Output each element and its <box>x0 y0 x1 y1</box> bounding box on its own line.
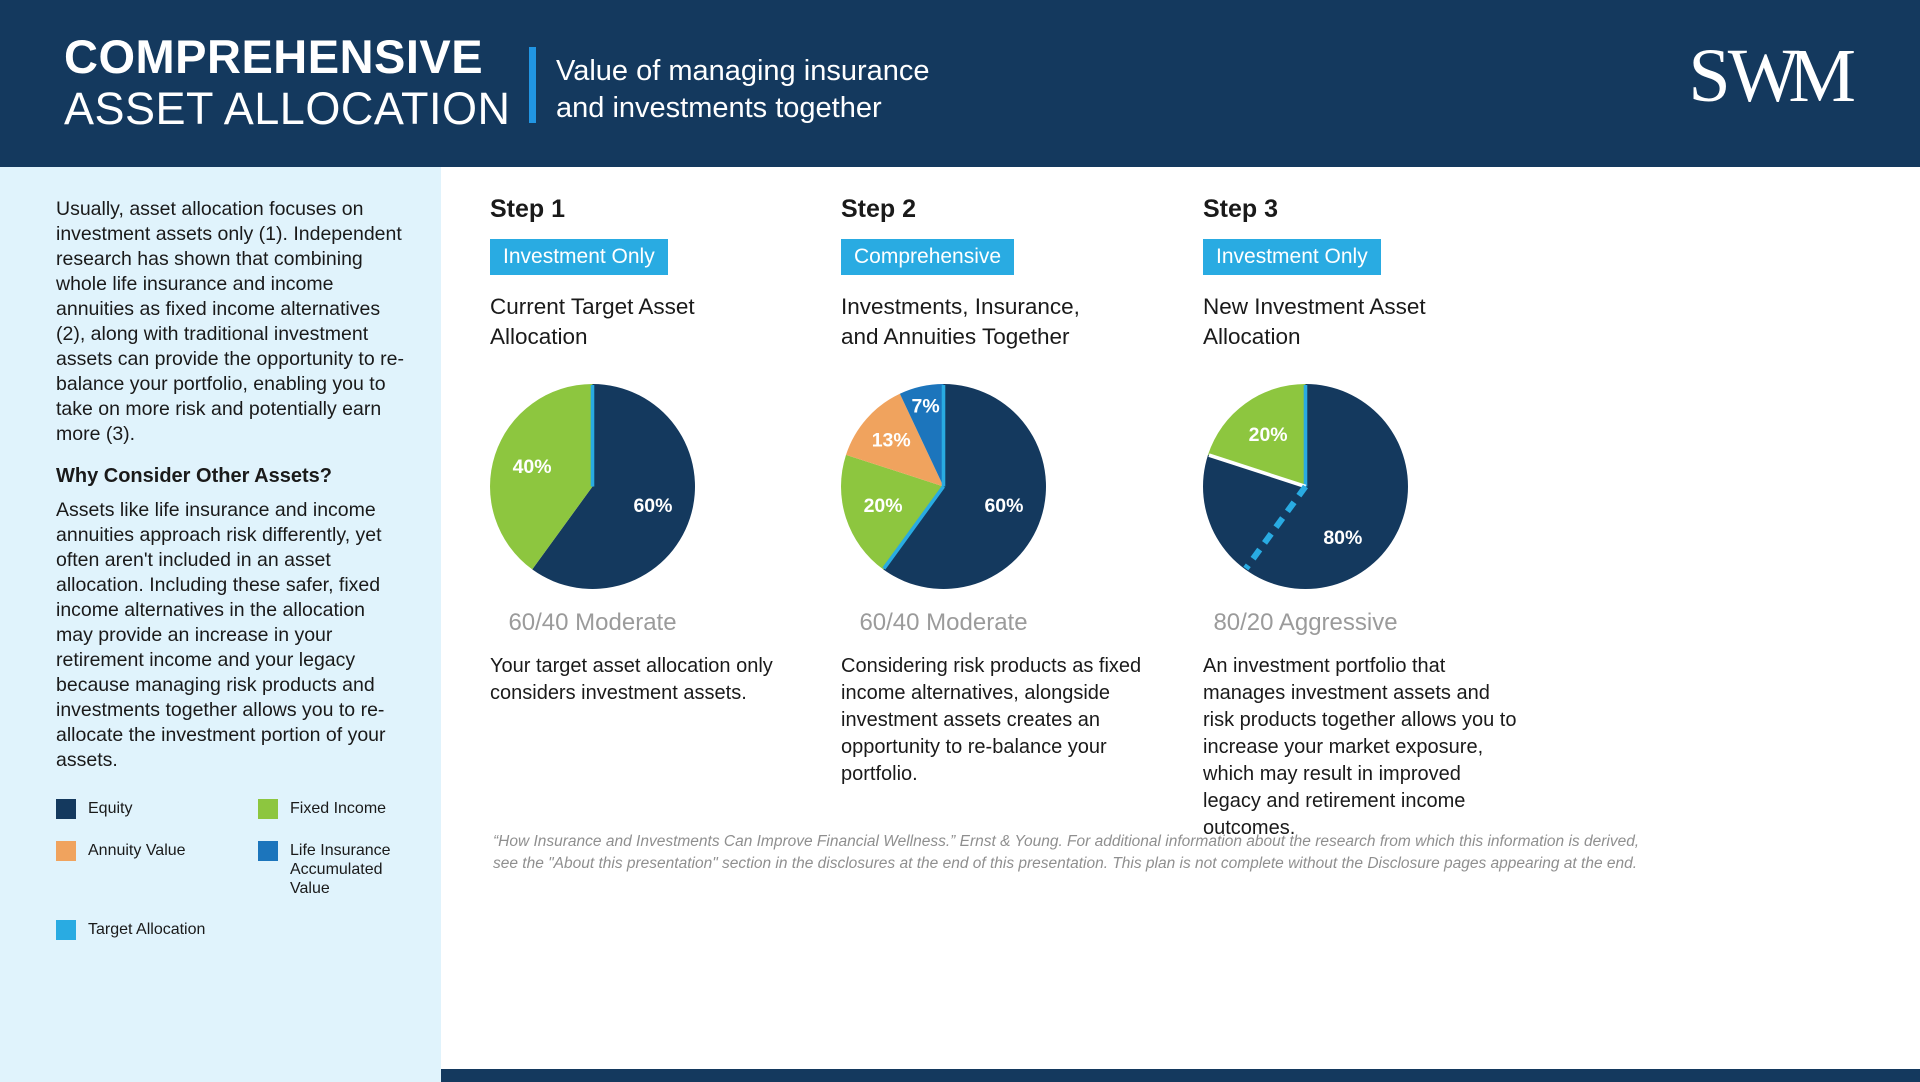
pie-chart-step-1: 60% 40% <box>490 384 695 589</box>
header: COMPREHENSIVE ASSET ALLOCATION Value of … <box>0 0 1920 167</box>
pie-slice-equity <box>532 384 695 589</box>
pie-data-label: 7% <box>912 395 940 417</box>
pie-data-label: 80% <box>1323 527 1362 549</box>
step-2-title: Investments, Insurance, and Annuities To… <box>841 294 1080 349</box>
step-2-description: Considering risk products as fixed incom… <box>841 655 1142 785</box>
subtitle-line-2: and investments together <box>556 92 882 124</box>
swm-monogram-logo: S W M <box>1688 26 1856 126</box>
pie-slice-life-insurance-accumulated-value <box>899 384 944 487</box>
sidebar-body-paragraph: Assets like life insurance and income an… <box>56 499 386 771</box>
pie-chart-step-3: 80% 20% <box>1203 384 1408 589</box>
step-3-column: Step 3 Investment Only New Investment As… <box>1203 167 1533 842</box>
previous-allocation-dashed-line <box>1243 484 1308 571</box>
legend-item-life-insurance: Life Insurance Accumulated Value <box>258 841 406 898</box>
step-3-description: An investment portfolio that manages inv… <box>1203 655 1517 839</box>
pie-data-label: 60% <box>633 495 672 517</box>
legend-item-fixed-income: Fixed Income <box>258 799 406 819</box>
logo-letter: M <box>1788 34 1856 118</box>
legend-label: Target Allocation <box>88 921 206 938</box>
step-1-label: Step 1 <box>490 195 566 223</box>
footnote-line-1: “How Insurance and Investments Can Impro… <box>493 833 1640 850</box>
legend-swatch-life-insurance <box>258 841 278 861</box>
step-3-label: Step 3 <box>1203 195 1279 223</box>
step-3-title: New Investment Asset Allocation <box>1203 294 1426 349</box>
pie-data-label: 20% <box>864 495 903 517</box>
logo-letter: W <box>1727 34 1800 118</box>
title-line-2: ASSET ALLOCATION <box>64 83 511 134</box>
step-1-column: Step 1 Investment Only Current Target As… <box>490 167 820 707</box>
step-2-column: Step 2 Comprehensive Investments, Insura… <box>841 167 1171 788</box>
legend: Equity Fixed Income Annuity Value Life I… <box>56 799 406 940</box>
legend-label: Fixed Income <box>290 800 387 817</box>
pie-slice-equity <box>883 384 1046 589</box>
legend-item-annuity-value: Annuity Value <box>56 841 258 898</box>
target-allocation-marker-line <box>882 485 945 570</box>
pie-data-label: 13% <box>872 429 911 451</box>
subtitle: Value of managing insurance and investme… <box>556 53 930 127</box>
title-line-1: COMPREHENSIVE <box>64 30 484 83</box>
step-2-badge: Comprehensive <box>841 239 1015 275</box>
step-1-description: Your target asset allocation only consid… <box>490 655 773 704</box>
pie-slice-fixed-income <box>841 454 944 570</box>
step-1-title: Current Target Asset Allocation <box>490 294 695 349</box>
main-area: Step 1 Investment Only Current Target As… <box>441 167 1920 1082</box>
footnote-line-2: see the "About this presentation" sectio… <box>493 855 1638 872</box>
step-2-allocation-caption: 60/40 Moderate <box>859 609 1028 636</box>
legend-item-target-allocation: Target Allocation <box>56 920 258 940</box>
legend-swatch-annuity-value <box>56 841 76 861</box>
sidebar: Usually, asset allocation focuses on inv… <box>0 167 441 1082</box>
slide-title: COMPREHENSIVE ASSET ALLOCATION <box>64 30 511 134</box>
legend-label: Annuity Value <box>88 842 186 859</box>
step-1-badge: Investment Only <box>490 239 668 275</box>
pie-slice-annuity-value <box>846 393 944 487</box>
legend-label: Equity <box>88 800 133 817</box>
footnote: “How Insurance and Investments Can Impro… <box>493 831 1673 875</box>
pie-data-label: 60% <box>984 495 1023 517</box>
legend-item-equity: Equity <box>56 799 258 819</box>
step-2-label: Step 2 <box>841 195 917 223</box>
pie-chart-step-2: 60% 20% 13% 7% <box>841 384 1046 589</box>
legend-swatch-target-allocation <box>56 920 76 940</box>
step-3-allocation-caption: 80/20 Aggressive <box>1213 609 1398 636</box>
sidebar-heading: Why Consider Other Assets? <box>56 465 332 487</box>
accent-divider <box>529 47 536 123</box>
pie-data-label: 40% <box>513 456 552 478</box>
subtitle-line-1: Value of managing insurance <box>556 55 930 87</box>
step-1-allocation-caption: 60/40 Moderate <box>508 609 677 636</box>
legend-label: Life Insurance Accumulated Value <box>290 842 391 897</box>
legend-swatch-equity <box>56 799 76 819</box>
sidebar-intro-paragraph: Usually, asset allocation focuses on inv… <box>56 198 404 445</box>
pie-slice-fixed-income <box>490 384 593 570</box>
pie-data-label: 20% <box>1249 424 1288 446</box>
logo-letter: S <box>1688 34 1731 118</box>
target-allocation-marker-line <box>1208 453 1307 489</box>
legend-swatch-fixed-income <box>258 799 278 819</box>
bottom-navy-strip <box>441 1069 1920 1082</box>
step-3-badge: Investment Only <box>1203 239 1381 275</box>
